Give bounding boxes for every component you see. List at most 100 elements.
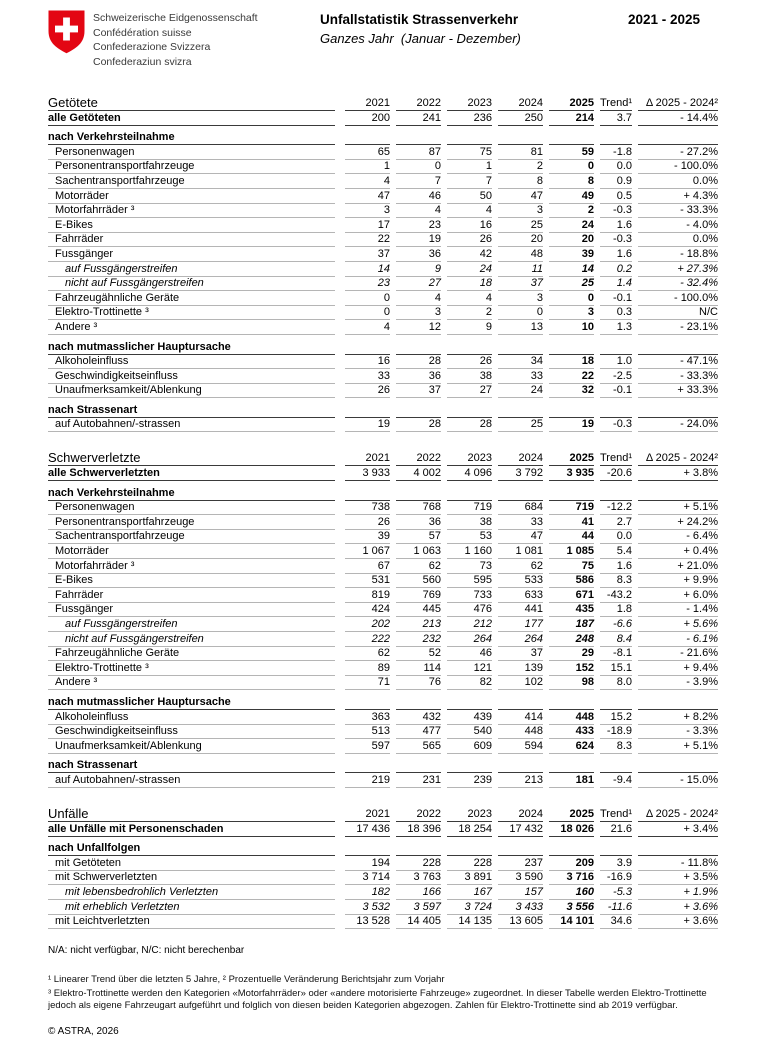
cell-delta <box>638 353 718 355</box>
row-label: nach Unfallfolgen <box>48 842 335 857</box>
cell-delta: + 1.9% <box>638 886 718 900</box>
cell-y2021: 200 <box>345 112 390 126</box>
cell-y2025: 2 <box>549 204 594 219</box>
cell-delta: + 33.3% <box>638 384 718 399</box>
cell-y2023 <box>447 416 492 418</box>
cell-y2021: 4 <box>345 321 390 335</box>
cell-y2025: 152 <box>549 662 594 676</box>
row-label: Unaufmerksamkeit/Ablenkung <box>48 740 335 754</box>
cell-y2022: 76 <box>396 676 441 691</box>
cell-y2022: 565 <box>396 740 441 754</box>
cell-y2021: 71 <box>345 676 390 691</box>
cell-y2025: 59 <box>549 146 594 160</box>
cell-y2021 <box>345 772 390 774</box>
cell-delta: - 18.8% <box>638 248 718 262</box>
cell-y2023: 239 <box>447 774 492 788</box>
row-label: mit lebensbedrohlich Verletzten <box>48 886 335 900</box>
cell-delta: - 32.4% <box>638 277 718 292</box>
cell-y2025: 14 <box>549 263 594 277</box>
table-schwerverletzte: Schwerverletzte 2021 2022 2023 2024 2025 Trend… <box>48 448 718 788</box>
cell-y2024: 25 <box>498 418 543 433</box>
cell-y2025: 248 <box>549 633 594 647</box>
cell-trend: 3.9 <box>600 857 632 871</box>
row-label: mit erheblich Verletzten <box>48 901 335 915</box>
cell-trend: 1.4 <box>600 277 632 292</box>
cell-y2025: 39 <box>549 248 594 262</box>
row-label: Fahrräder <box>48 233 335 248</box>
cell-y2023: 38 <box>447 370 492 384</box>
row-label: Elektro-Trottinette ³ <box>48 306 335 321</box>
cell-y2024: 414 <box>498 711 543 725</box>
cell-y2021: 62 <box>345 647 390 662</box>
cell-y2025 <box>549 855 594 857</box>
cell-y2025: 209 <box>549 857 594 871</box>
cell-y2024: 3 <box>498 292 543 306</box>
cell-y2022 <box>396 772 441 774</box>
cell-delta: + 3.6% <box>638 901 718 915</box>
table-row: alle Unfälle mit Personenschaden 17 436 18… <box>48 822 718 837</box>
cell-y2021: 3 532 <box>345 901 390 915</box>
cell-delta <box>638 499 718 501</box>
cell-y2025: 75 <box>549 560 594 574</box>
cell-y2024: 8 <box>498 175 543 189</box>
cell-y2025: 25 <box>549 277 594 292</box>
cell-trend: 8.4 <box>600 633 632 647</box>
table-row: auf Autobahnen/-strassen 219 231 239 213 181-… <box>48 773 718 788</box>
row-label: mit Leichtverletzten <box>48 915 335 930</box>
table-title-unfaelle: Unfälle <box>48 806 335 822</box>
cell-delta: - 100.0% <box>638 292 718 306</box>
cell-y2025: 214 <box>549 112 594 126</box>
cell-y2023: 16 <box>447 219 492 233</box>
cell-y2025: 0 <box>549 292 594 306</box>
cell-y2022: 62 <box>396 560 441 574</box>
cell-y2025: 3 556 <box>549 901 594 915</box>
cell-trend: 1.8 <box>600 603 632 618</box>
cell-y2023: 540 <box>447 725 492 740</box>
cell-y2025: 8 <box>549 175 594 189</box>
cell-trend <box>600 144 632 146</box>
cell-y2023: 75 <box>447 146 492 160</box>
cell-delta: - 14.4% <box>638 112 718 126</box>
cell-delta: + 4.3% <box>638 190 718 204</box>
column-header-trend: Trend¹ <box>600 97 632 111</box>
cell-y2025: 19 <box>549 418 594 433</box>
table-row: Personenwagen 738 768 719 684 719 -12.2 + 5.1% <box>48 501 718 516</box>
cell-delta: + 3.6% <box>638 915 718 930</box>
cell-y2022: 28 <box>396 355 441 370</box>
cell-delta: + 5.1% <box>638 501 718 516</box>
cell-y2022: 4 <box>396 292 441 306</box>
cell-y2024: 13 <box>498 321 543 335</box>
cell-y2025: 671 <box>549 589 594 603</box>
cell-y2024: 37 <box>498 277 543 292</box>
table-row: alle Schwerverletzten 3 933 4 002 4 096 3 79… <box>48 466 718 482</box>
row-label: nach Verkehrsteilnahme <box>48 487 335 501</box>
table-row: Fahrzeugähnliche Geräte 62 52 46 37 29 -8.1 - 2… <box>48 647 718 662</box>
cell-y2022: 769 <box>396 589 441 603</box>
cell-y2024: 62 <box>498 560 543 574</box>
cell-delta: + 21.0% <box>638 560 718 574</box>
cell-y2021: 3 714 <box>345 871 390 886</box>
swiss-coat-of-arms-icon <box>48 10 85 54</box>
column-header-y2023: 2023 <box>447 452 492 467</box>
cell-y2025: 3 935 <box>549 467 594 482</box>
table-row: E-Bikes 531 560 595 533 586 8.3 + 9.9% <box>48 574 718 589</box>
cell-delta: - 1.4% <box>638 603 718 618</box>
table-row: nach Verkehrsteilnahme <box>48 486 718 501</box>
row-label: auf Autobahnen/-strassen <box>48 774 335 788</box>
cell-y2024: 441 <box>498 603 543 618</box>
cell-delta: + 5.6% <box>638 618 718 632</box>
table-row: Unaufmerksamkeit/Ablenkung 26 37 27 24 32 -0.1… <box>48 384 718 399</box>
cell-trend <box>600 353 632 355</box>
cell-y2023: 73 <box>447 560 492 574</box>
cell-y2021: 19 <box>345 418 390 433</box>
row-label: alle Unfälle mit Personenschaden <box>48 823 335 837</box>
cell-y2023 <box>447 499 492 501</box>
row-label: Personenwagen <box>48 146 335 160</box>
cell-trend <box>600 499 632 501</box>
cell-y2025 <box>549 416 594 418</box>
cell-y2021: 194 <box>345 857 390 871</box>
cell-delta: + 3.5% <box>638 871 718 886</box>
row-label: Sachentransportfahrzeuge <box>48 175 335 189</box>
table-row: auf Fussgängerstreifen 202 213 212 177 187 -6.… <box>48 617 718 632</box>
cell-y2022: 445 <box>396 603 441 618</box>
